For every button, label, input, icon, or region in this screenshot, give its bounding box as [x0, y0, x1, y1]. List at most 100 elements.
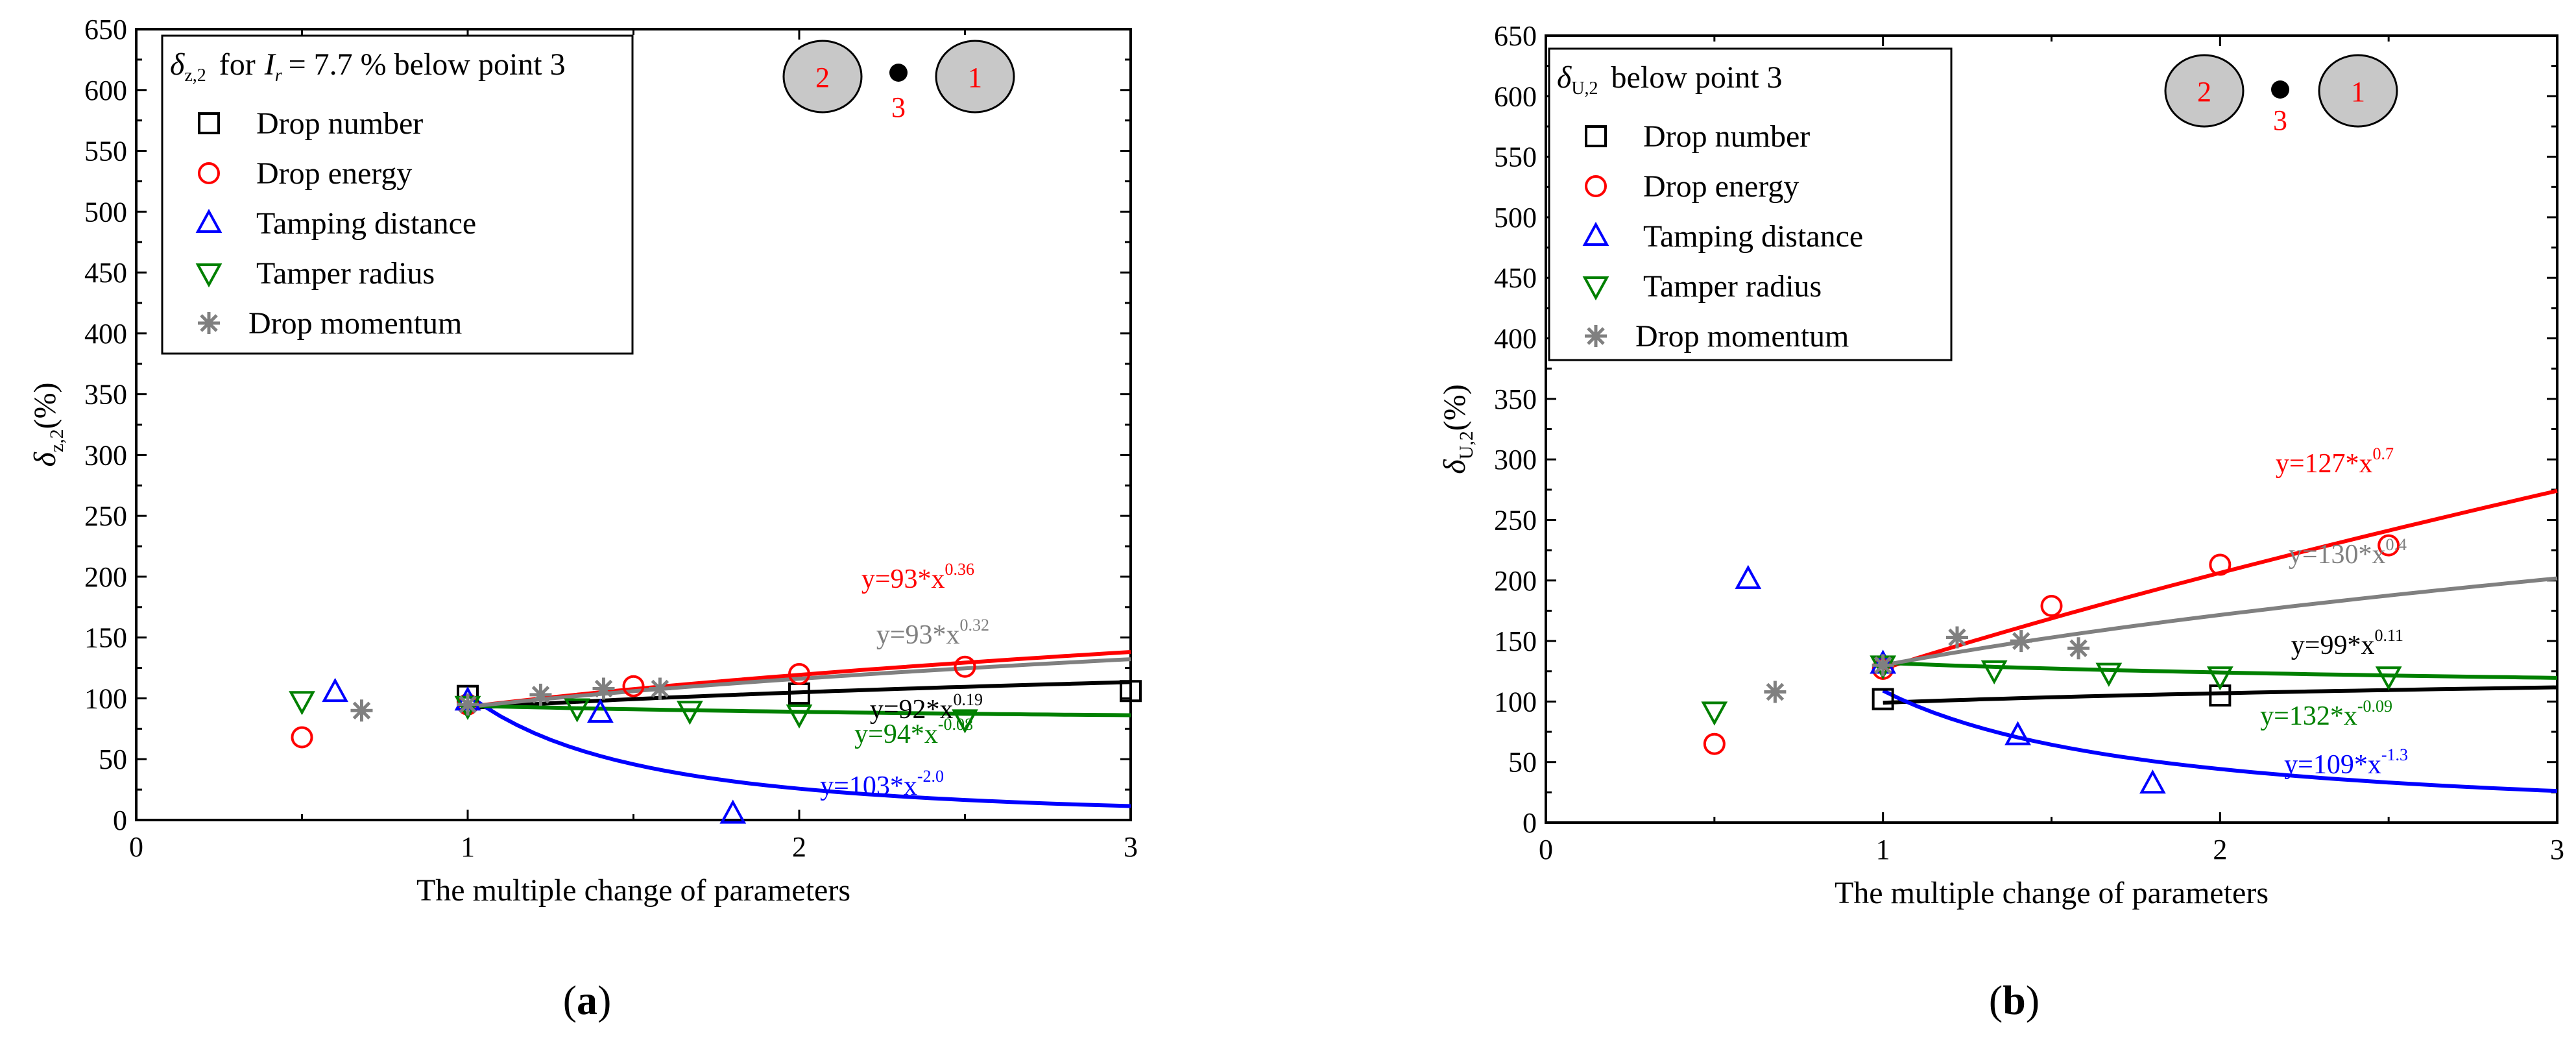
legend-label-tamping-distance: Tamping distance — [256, 206, 476, 241]
fit-line-tamper-radius — [1883, 660, 2558, 680]
y-axis-label: δU,2(%) — [1438, 384, 1477, 474]
y-tick-label: 300 — [84, 439, 127, 471]
legend-title: δz,2 for Ir = 7.7 % below point 3 — [170, 47, 566, 86]
data-point-tamper-radius — [1980, 660, 2008, 685]
x-tick-label: 2 — [2213, 834, 2227, 865]
data-point-tamper-radius — [676, 701, 703, 725]
data-point-drop-momentum — [529, 683, 552, 706]
y-tick-label: 50 — [1508, 747, 1537, 779]
legend-label-drop-momentum: Drop momentum — [1635, 319, 1849, 354]
x-tick-label: 1 — [461, 831, 475, 863]
legend-label-drop-energy: Drop energy — [1643, 169, 1799, 204]
data-point-tamping-distance — [1735, 564, 1762, 589]
y-tick-label: 350 — [1494, 383, 1537, 415]
x-tick-label: 0 — [129, 831, 143, 863]
measurement-point-3-label: 3 — [891, 91, 906, 123]
data-point-drop-energy — [2209, 553, 2232, 576]
legend-marker-tamping-distance — [195, 208, 223, 233]
y-tick-label: 200 — [84, 561, 127, 593]
fit-equation-tamper-radius: y=132*x-0.09 — [2260, 697, 2392, 731]
data-point-drop-momentum — [457, 693, 479, 716]
fit-equation-tamper-radius: y=94*x-0.08 — [854, 715, 973, 749]
y-axis-label: δz,2(%) — [28, 382, 67, 466]
chart-panel-b: 0 50 100 150 200 250 300 350 400 450 500 550 600 650 0… — [1438, 20, 2564, 1023]
tamping-point-1-label: 1 — [968, 62, 982, 93]
legend-marker-drop-energy — [198, 162, 220, 184]
legend: δz,2 for Ir = 7.7 % below point 3 Drop numbe… — [161, 34, 634, 355]
x-tick-label: 0 — [1539, 834, 1553, 865]
legend-label-drop-momentum: Drop momentum — [248, 306, 462, 341]
legend-marker-drop-number — [198, 112, 220, 134]
data-point-tamper-radius — [2206, 666, 2233, 691]
tamping-point-1-label: 1 — [2351, 76, 2365, 108]
legend-marker-drop-number — [1585, 125, 1607, 147]
legend-label-tamping-distance: Tamping distance — [1643, 219, 1863, 254]
data-point-drop-momentum — [1872, 654, 1894, 677]
fit-line-drop-momentum — [467, 657, 1131, 709]
legend-title: δU,2 below point 3 — [1557, 60, 1783, 99]
y-tick-label: 550 — [84, 136, 127, 167]
tamping-point-1 — [935, 40, 1015, 114]
legend-marker-tamper-radius — [1582, 276, 1609, 301]
fit-equation-drop-energy: y=127*x0.7 — [2276, 444, 2394, 479]
legend-marker-drop-momentum — [1585, 325, 1607, 347]
legend-box — [161, 34, 634, 355]
y-tick-label: 450 — [1494, 262, 1537, 294]
fit-line-drop-number — [1883, 685, 2558, 705]
fit-equation-tamping-distance: y=109*x-1.3 — [2284, 745, 2408, 780]
x-tick-label: 3 — [1124, 831, 1138, 863]
fit-equation-drop-number: y=99*x0.11 — [2291, 626, 2403, 660]
data-point-tamper-radius — [2375, 666, 2402, 691]
y-tick-label: 0 — [1523, 807, 1537, 839]
y-tick-label: 250 — [84, 500, 127, 532]
data-point-drop-energy — [2040, 594, 2063, 617]
data-point-tamping-distance — [587, 698, 614, 723]
y-tick-label: 450 — [84, 257, 127, 289]
data-point-tamper-radius — [1701, 701, 1728, 726]
data-point-tamping-distance — [2004, 721, 2031, 745]
legend-marker-tamper-radius — [195, 263, 223, 288]
y-tick-label: 200 — [1494, 565, 1537, 597]
tamping-point-2 — [2164, 54, 2245, 128]
y-tick-label: 400 — [1494, 323, 1537, 355]
data-point-drop-energy — [1703, 732, 1726, 755]
fit-line-drop-energy — [1882, 489, 2558, 671]
y-tick-label: 250 — [1494, 504, 1537, 536]
data-point-drop-momentum — [2067, 637, 2090, 660]
fit-equation-drop-momentum: y=130*x0.4 — [2289, 535, 2407, 570]
x-tick-label: 3 — [2550, 834, 2564, 865]
fit-line-drop-momentum — [1883, 576, 2558, 668]
panel-caption: (b) — [1989, 977, 2040, 1023]
y-tick-label: 50 — [99, 743, 127, 775]
data-point-drop-number — [1120, 680, 1142, 703]
legend-label-drop-number: Drop number — [1643, 119, 1810, 154]
measurement-point-3-label: 3 — [2273, 104, 2287, 136]
tamping-point-2-label: 2 — [2197, 76, 2211, 108]
y-tick-label: 100 — [84, 682, 127, 714]
data-point-tamper-radius — [2095, 662, 2123, 687]
fit-line-tamper-radius — [467, 703, 1131, 718]
y-tick-label: 650 — [1494, 20, 1537, 52]
fit-equation-tamping-distance: y=103*x-2.0 — [820, 767, 944, 801]
fit-equation-drop-energy: y=93*x0.36 — [861, 560, 974, 594]
data-point-tamper-radius — [564, 698, 591, 723]
data-point-tamping-distance — [322, 677, 348, 703]
data-point-drop-energy — [2377, 534, 2400, 557]
y-tick-label: 600 — [84, 75, 127, 106]
data-point-drop-energy — [622, 675, 645, 697]
data-point-drop-momentum — [2010, 630, 2032, 653]
measurement-point-3 — [2271, 80, 2289, 99]
y-tick-label: 150 — [84, 622, 127, 654]
legend-label-drop-number: Drop number — [256, 106, 423, 141]
y-tick-label: 0 — [113, 804, 127, 836]
y-tick-label: 550 — [1494, 141, 1537, 173]
point-diagram: 2 1 3 — [2164, 54, 2398, 136]
data-point-tamping-distance — [719, 799, 747, 824]
data-point-drop-energy — [954, 655, 976, 678]
data-point-drop-number — [1872, 688, 1894, 710]
data-point-drop-momentum — [1764, 681, 1787, 703]
legend-label-tamper-radius: Tamper radius — [1643, 269, 1822, 304]
y-tick-label: 300 — [1494, 444, 1537, 476]
data-point-tamping-distance — [2139, 769, 2166, 794]
legend: δU,2 below point 3 Drop number Drop energy T… — [1548, 47, 1953, 361]
